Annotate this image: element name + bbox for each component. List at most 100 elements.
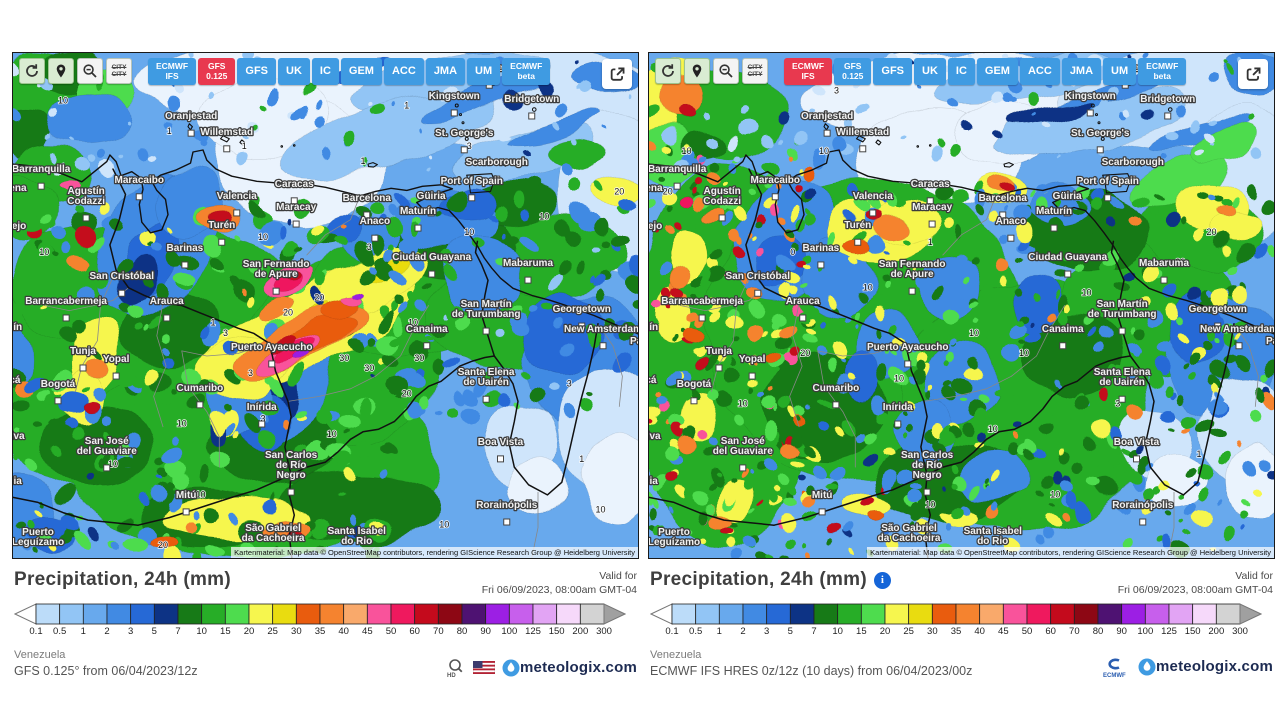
model-button-jma[interactable]: JMA	[1061, 58, 1102, 85]
city-label: Oranjestad	[801, 111, 853, 122]
city-marker	[698, 314, 706, 322]
model-button-gem[interactable]: GEM	[340, 58, 382, 85]
model-button-jma[interactable]: JMA	[425, 58, 466, 85]
city-label: San Cristóbal	[726, 271, 791, 282]
model-button-acc[interactable]: ACC	[383, 58, 424, 85]
city-label-fragment: eiva	[649, 431, 661, 442]
city-label: Maracaibo	[751, 175, 800, 186]
scale-tick: 5	[787, 626, 793, 638]
scale-tick: 300	[596, 626, 612, 638]
city-label: San José del Guaviare	[713, 436, 773, 457]
model-button-ic[interactable]: IC	[947, 58, 975, 85]
model-button-gfs[interactable]: GFS	[873, 58, 913, 85]
contour-value-label: 20	[1206, 227, 1216, 237]
scale-tick: 30	[291, 626, 302, 638]
ecmwf-logo[interactable]: ECMWF	[1097, 656, 1131, 678]
contour-value-label: 10	[863, 282, 873, 292]
model-button-um[interactable]: UM	[1103, 58, 1137, 85]
export-button[interactable]	[1238, 59, 1268, 89]
city-label: New Amsterdam	[1200, 324, 1274, 335]
location-button[interactable]	[684, 58, 710, 84]
city-label: Valencia	[853, 191, 893, 202]
city-marker	[223, 145, 231, 153]
city-marker	[292, 220, 300, 228]
model-button-ecmwf-ifs[interactable]: ECMWF IFS	[148, 58, 197, 85]
city-marker	[524, 276, 532, 284]
us-flag-button[interactable]	[473, 661, 495, 675]
city-toggle-label: CITY	[111, 63, 127, 71]
contour-value-label: 10	[725, 197, 735, 207]
map-attribution: Kartenmaterial: Map data © OpenStreetMap…	[867, 547, 1274, 558]
contour-value-label: 10	[464, 227, 474, 237]
refresh-icon	[662, 64, 674, 77]
city-label: Mitú	[812, 490, 833, 501]
city-label: São Gabriel da Cachoeira	[242, 523, 305, 544]
precipitation-map-gfs[interactable]: 1011131320101031010133310101020303030201…	[13, 53, 638, 558]
city-marker	[258, 420, 266, 428]
scale-tick: 1	[80, 626, 86, 638]
zoom-out-button[interactable]	[713, 58, 739, 84]
city-marker	[690, 397, 698, 405]
scale-tick: 30	[927, 626, 938, 638]
city-label-fragment: llín	[649, 322, 658, 333]
meteologix-logo[interactable]: meteologix.com	[1138, 658, 1273, 676]
model-button-uk[interactable]: UK	[278, 58, 310, 85]
model-button-uk[interactable]: UK	[914, 58, 946, 85]
scale-tick: 300	[1232, 626, 1248, 638]
model-button-gfs-0125[interactable]: GFS 0.125	[834, 58, 872, 85]
city-label: San Martín de Turumbang	[1088, 299, 1157, 320]
city-label: Puerto Ayacucho	[867, 342, 949, 353]
model-button-gfs-0125[interactable]: GFS 0.125	[198, 58, 236, 85]
weather-map-ecmwf[interactable]: 10 3 10 20 10 1 10 10 10 10 10 20 20 20 10 10 3 1 10 10 0 Ora…	[648, 52, 1275, 559]
model-button-acc[interactable]: ACC	[1019, 58, 1060, 85]
weather-map-gfs[interactable]: 1011131320101031010133310101020303030201…	[12, 52, 639, 559]
city-marker	[1050, 224, 1058, 232]
refresh-button[interactable]	[19, 58, 45, 84]
city-label: Arauca	[786, 296, 820, 307]
city-label: San Fernando de Apure	[243, 259, 310, 280]
city-marker	[1160, 276, 1168, 284]
model-button-gem[interactable]: GEM	[976, 58, 1018, 85]
model-button-ic[interactable]: IC	[311, 58, 339, 85]
model-button-um[interactable]: UM	[467, 58, 501, 85]
model-button-ecmwf-beta[interactable]: ECMWF beta	[1138, 58, 1187, 85]
contour-value-label: 20	[800, 348, 810, 358]
city-label: Georgetown	[1189, 304, 1247, 315]
city-label: Port of Spain	[1077, 176, 1139, 187]
city-marker	[287, 488, 295, 496]
city-label: Maracay	[276, 202, 316, 213]
city-labels-toggle[interactable]: CITY CITY	[106, 58, 132, 84]
city-label: St. George's	[1071, 128, 1130, 139]
color-scale-ticks: 0.1 0.5 1 2 3 5 7 10 15 20 25 30 35 40 45 50 60 70 80 90 100…	[650, 625, 1262, 640]
meteologix-logo[interactable]: meteologix.com	[502, 659, 637, 677]
info-icon[interactable]: i	[874, 571, 891, 589]
refresh-button[interactable]	[655, 58, 681, 84]
city-marker	[187, 129, 195, 137]
city-labels-toggle[interactable]: CITY CITY	[742, 58, 768, 84]
city-marker	[771, 193, 779, 201]
city-label: Barrancabermeja	[661, 296, 743, 307]
zoom-out-button[interactable]	[77, 58, 103, 84]
scale-tick: 20	[243, 626, 255, 638]
contour-value-label: 0	[790, 247, 795, 257]
city-marker	[715, 364, 723, 372]
contour-value-label: 10	[1050, 489, 1060, 499]
city-label: San Cristóbal	[90, 271, 155, 282]
city-marker	[599, 342, 607, 350]
city-label: Barinas	[803, 243, 840, 254]
city-label: Barinas	[167, 243, 204, 254]
map-attribution: Kartenmaterial: Map data © OpenStreetMap…	[231, 547, 638, 558]
export-button[interactable]	[602, 59, 632, 89]
city-label: Agustín Codazzi	[67, 186, 105, 207]
precipitation-map-ecmwf[interactable]: 10 3 10 20 10 1 10 10 10 10 10 20 20 20 10 10 3 1 10 10 0 Ora…	[649, 53, 1274, 558]
city-marker	[1118, 327, 1126, 335]
model-button-ecmwf-beta[interactable]: ECMWF beta	[502, 58, 551, 85]
contour-value-label: 20	[402, 388, 412, 398]
model-button-gfs[interactable]: GFS	[237, 58, 277, 85]
city-marker	[1096, 146, 1104, 154]
hd-toggle-button[interactable]: HD	[446, 658, 466, 678]
scale-tick: 3	[764, 626, 770, 638]
model-button-ecmwf-ifs[interactable]: ECMWF IFS	[784, 58, 833, 85]
location-button[interactable]	[48, 58, 74, 84]
city-marker	[869, 209, 877, 217]
